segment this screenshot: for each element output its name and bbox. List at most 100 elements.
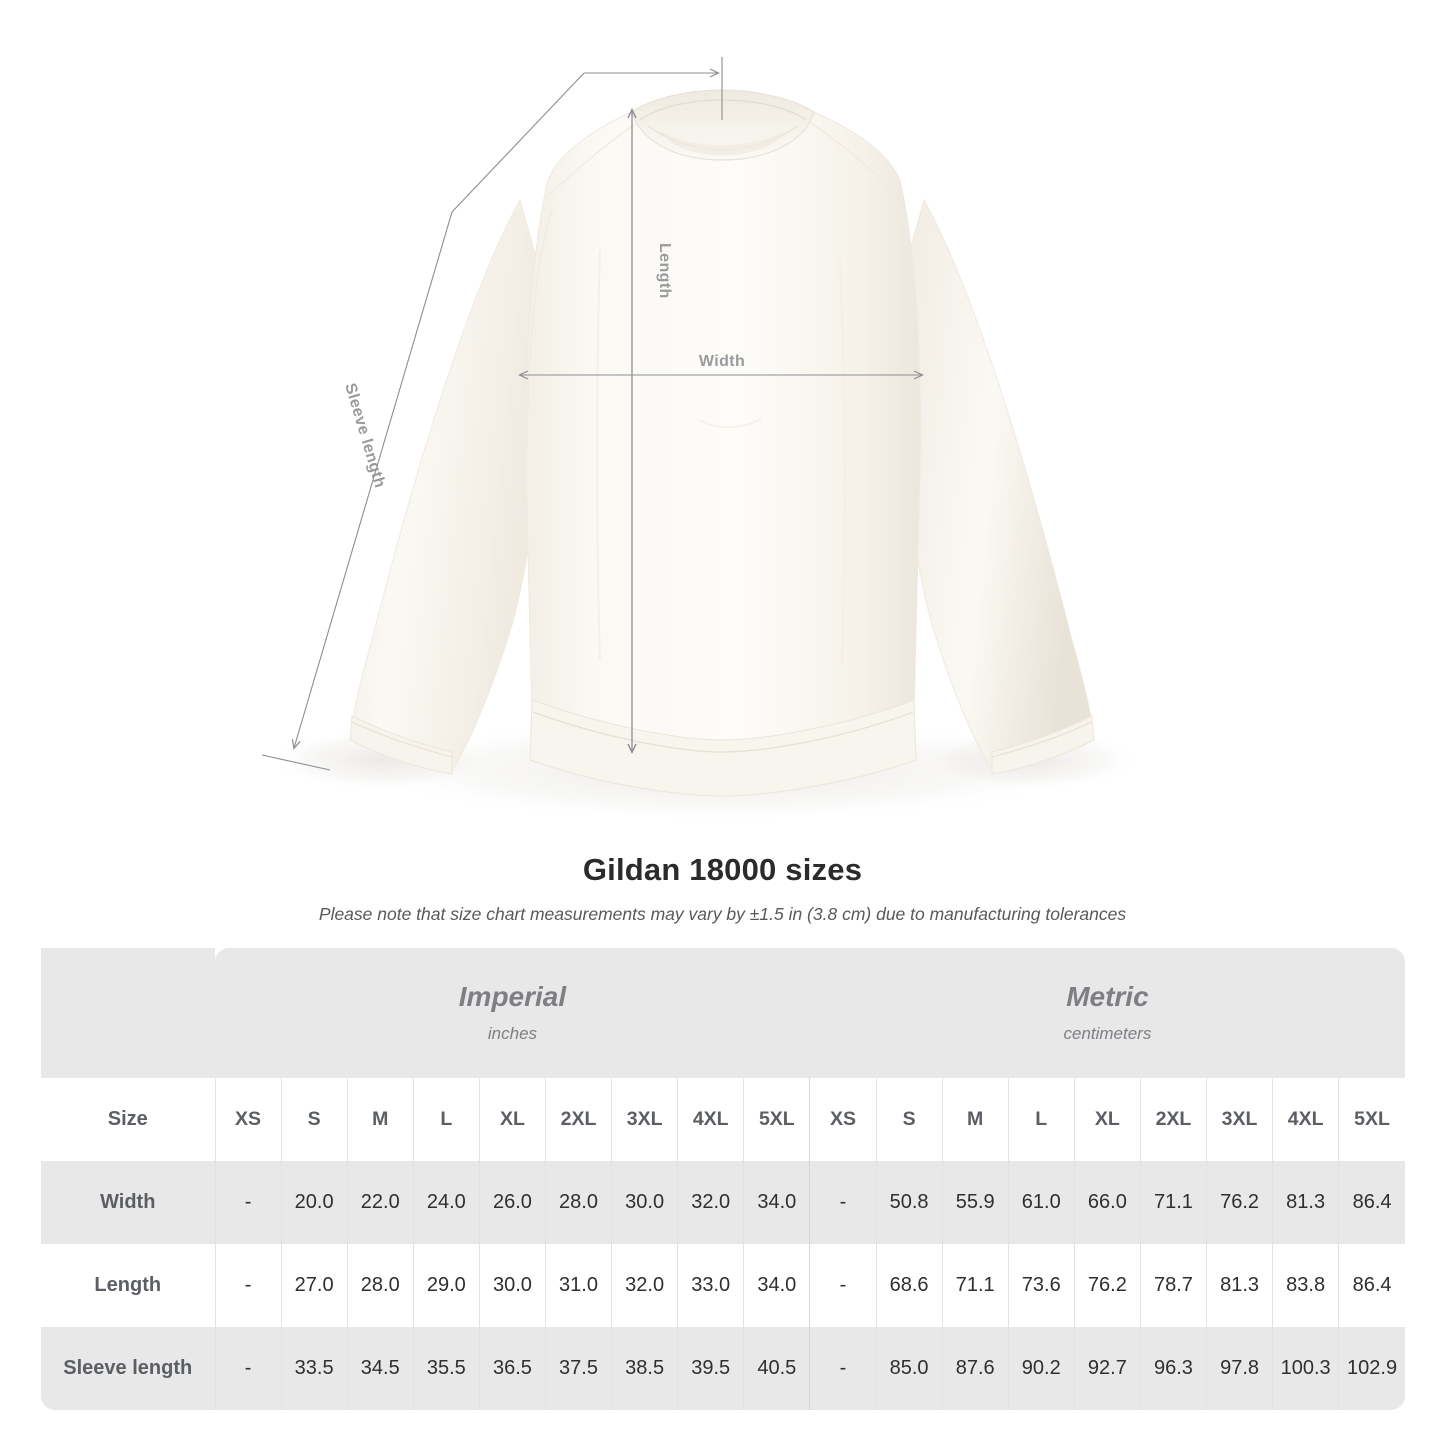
- measurement-cell: 37.5: [544, 1327, 612, 1410]
- size-chart-table: Imperial inches Metric centimeters Size XS S M L…: [41, 948, 1405, 1410]
- table-row: Sleeve length -33.5 34.5 35.5 36.5 37.5 38.5 39…: [41, 1327, 1405, 1410]
- measurement-cell: 90.2: [1007, 1327, 1075, 1410]
- length-dimension: Length: [627, 108, 673, 754]
- measurement-cell: 39.5: [677, 1327, 744, 1410]
- measurement-cell: 28.0: [544, 1161, 612, 1244]
- page-title: Gildan 18000 sizes: [582, 852, 863, 887]
- measurement-cell: 34.5: [346, 1327, 414, 1410]
- measurement-cell: 20.0: [280, 1161, 348, 1244]
- measurement-cell: -: [214, 1161, 282, 1244]
- measurement-cell: 71.1: [1139, 1161, 1207, 1244]
- unit-banner-row: Imperial inches Metric centimeters: [41, 948, 1405, 1078]
- measurement-cell: 81.3: [1205, 1244, 1273, 1327]
- measurement-row-label: Width: [41, 1161, 215, 1244]
- measurement-cell: 22.0: [346, 1161, 414, 1244]
- sleeve-length-label: Sleeve length: [341, 381, 388, 490]
- size-column-header-xs-metric: XS: [809, 1078, 877, 1161]
- measurement-cell: 81.3: [1272, 1161, 1339, 1244]
- measurement-cell: 76.2: [1205, 1161, 1273, 1244]
- measurement-cell: 68.6: [875, 1244, 943, 1327]
- unit-group-sub: inches: [487, 1023, 538, 1043]
- size-column-header-3xl-imperial: 3XL: [611, 1078, 678, 1161]
- sleeve-length-dimension: Sleeve length: [261, 57, 723, 771]
- size-column-header-s-metric: S: [875, 1078, 943, 1161]
- size-column-header-2xl-imperial: 2XL: [544, 1078, 612, 1161]
- measurement-cell: 40.5: [743, 1327, 810, 1410]
- measurement-cell: 32.0: [677, 1161, 744, 1244]
- measurement-cell: 33.0: [677, 1244, 744, 1327]
- size-column-header-5xl-metric: 5XL: [1338, 1078, 1405, 1161]
- measurement-cell: 32.0: [611, 1244, 678, 1327]
- width-label: Width: [699, 353, 745, 370]
- measurement-cell: 97.8: [1205, 1327, 1273, 1410]
- size-column-header-l-metric: L: [1007, 1078, 1075, 1161]
- size-column-header-m-metric: M: [941, 1078, 1009, 1161]
- measurement-cell: 34.0: [743, 1244, 810, 1327]
- measurement-annotations: Length Width Sleeve length: [261, 57, 924, 771]
- measurement-cell: 24.0: [412, 1161, 480, 1244]
- table-header-row: Size XS S M L XL 2XL 3XL 4XL 5XL XS S M L XL 2XL 3XL 4XL 5…: [41, 1078, 1405, 1161]
- unit-group-sub: centimeters: [1063, 1023, 1152, 1043]
- measurement-cell: 38.5: [611, 1327, 678, 1410]
- measurement-cell: 100.3: [1272, 1327, 1339, 1410]
- measurement-cell: 87.6: [941, 1327, 1009, 1410]
- size-chart-table-wrapper: Imperial inches Metric centimeters Size XS S M L…: [41, 948, 1405, 1410]
- measurement-cell: 28.0: [346, 1244, 414, 1327]
- measurement-cell: 78.7: [1139, 1244, 1207, 1327]
- unit-group-imperial: Imperial inches: [215, 948, 810, 1078]
- measurement-cell: -: [809, 1161, 877, 1244]
- measurement-row-label: Length: [41, 1244, 215, 1327]
- measurement-cell: 29.0: [412, 1244, 480, 1327]
- size-column-header-2xl-metric: 2XL: [1139, 1078, 1207, 1161]
- measurement-cell: 50.8: [875, 1161, 943, 1244]
- unit-group-name: Metric: [1066, 981, 1149, 1013]
- title-block: Gildan 18000 sizes Please note that size…: [0, 840, 1445, 940]
- measurement-row-label: Sleeve length: [41, 1327, 215, 1410]
- measurement-cell: 35.5: [412, 1327, 480, 1410]
- measurement-cell: 96.3: [1139, 1327, 1207, 1410]
- size-column-header-3xl-metric: 3XL: [1205, 1078, 1273, 1161]
- unit-banner-spacer: [41, 948, 215, 1078]
- measurement-cell: 85.0: [875, 1327, 943, 1410]
- measurement-cell: 83.8: [1272, 1244, 1339, 1327]
- measurement-cell: 92.7: [1073, 1327, 1141, 1410]
- measurement-cell: -: [809, 1327, 877, 1410]
- tolerance-note: Please note that size chart measurements…: [318, 904, 1127, 924]
- measurement-cell: 33.5: [280, 1327, 348, 1410]
- measurement-cell: 73.6: [1007, 1244, 1075, 1327]
- measurement-cell: 30.0: [611, 1161, 678, 1244]
- measurement-cell: -: [214, 1327, 282, 1410]
- size-column-header-4xl-metric: 4XL: [1272, 1078, 1339, 1161]
- measurement-cell: 55.9: [941, 1161, 1009, 1244]
- unit-group-name: Imperial: [458, 981, 567, 1013]
- size-column-header-xl-imperial: XL: [478, 1078, 546, 1161]
- size-column-header-xl-metric: XL: [1073, 1078, 1141, 1161]
- measurement-cell: 26.0: [478, 1161, 546, 1244]
- product-figure: Length Width Sleeve length: [261, 57, 1140, 822]
- unit-group-metric: Metric centimeters: [809, 948, 1405, 1078]
- measurement-cell: 86.4: [1338, 1244, 1405, 1327]
- measurement-cell: 102.9: [1338, 1327, 1405, 1410]
- table-row: Width -20.0 22.0 24.0 26.0 28.0 30.0 32.0 34.0-5…: [41, 1161, 1405, 1244]
- measurement-cell: 34.0: [743, 1161, 810, 1244]
- measurement-cell: 86.4: [1338, 1161, 1405, 1244]
- measurement-cell: 27.0: [280, 1244, 348, 1327]
- measurement-cell: 30.0: [478, 1244, 546, 1327]
- size-column-header-m-imperial: M: [346, 1078, 414, 1161]
- table-row: Length -27.0 28.0 29.0 30.0 31.0 32.0 33.0 34.0-…: [41, 1244, 1405, 1327]
- size-column-header-s-imperial: S: [280, 1078, 348, 1161]
- width-dimension: Width: [518, 353, 924, 380]
- measurement-cell: -: [214, 1244, 282, 1327]
- size-column-header-4xl-imperial: 4XL: [677, 1078, 744, 1161]
- size-header-label: Size: [41, 1078, 215, 1161]
- measurement-cell: 71.1: [941, 1244, 1009, 1327]
- measurement-cell: -: [809, 1244, 877, 1327]
- length-label: Length: [656, 243, 673, 299]
- sweatshirt-illustration: [270, 89, 1140, 822]
- size-column-header-xs-imperial: XS: [214, 1078, 282, 1161]
- measurement-cell: 76.2: [1073, 1244, 1141, 1327]
- measurement-cell: 61.0: [1007, 1161, 1075, 1244]
- size-column-header-5xl-imperial: 5XL: [743, 1078, 810, 1161]
- measurement-cell: 66.0: [1073, 1161, 1141, 1244]
- size-column-header-l-imperial: L: [412, 1078, 480, 1161]
